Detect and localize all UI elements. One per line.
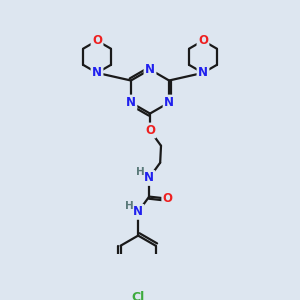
Text: H: H — [125, 201, 134, 211]
Text: H: H — [136, 167, 145, 177]
Text: N: N — [145, 63, 155, 76]
Text: O: O — [92, 34, 102, 47]
Text: N: N — [198, 66, 208, 80]
Text: O: O — [163, 192, 173, 205]
Text: N: N — [144, 172, 154, 184]
Text: N: N — [92, 66, 102, 80]
Text: N: N — [164, 96, 174, 109]
Text: O: O — [198, 34, 208, 47]
Text: N: N — [133, 206, 143, 218]
Text: O: O — [145, 124, 155, 137]
Text: Cl: Cl — [131, 291, 145, 300]
Text: N: N — [126, 96, 136, 109]
